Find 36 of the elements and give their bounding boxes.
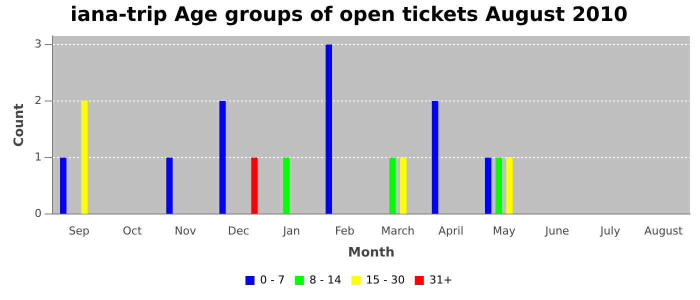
x-tick-label: June — [544, 224, 570, 238]
x-tick-label: Sep — [68, 224, 90, 238]
legend-label: 15 - 30 — [366, 273, 405, 286]
y-axis-title: Count — [12, 104, 28, 147]
y-tick-label: 3 — [34, 37, 42, 50]
bar — [400, 158, 406, 214]
x-tick-label: April — [438, 224, 464, 238]
x-tick-label: May — [492, 224, 516, 238]
chart-title: iana-trip Age groups of open tickets August 2010 — [70, 2, 628, 26]
bar — [432, 101, 438, 214]
y-tick-label: 0 — [34, 207, 42, 220]
bar — [166, 158, 173, 214]
bar — [326, 44, 332, 214]
x-axis-title: Month — [348, 246, 395, 261]
y-tick-label: 2 — [34, 94, 42, 107]
x-tick-label: Dec — [228, 224, 250, 238]
bar — [496, 158, 502, 214]
x-tick-label: July — [599, 224, 621, 238]
bar — [219, 101, 226, 214]
x-tick-label: Feb — [335, 224, 354, 238]
bar — [81, 101, 88, 214]
bar — [251, 158, 258, 214]
bar — [484, 158, 492, 214]
bar — [389, 158, 396, 214]
bar — [60, 158, 66, 214]
bar — [506, 158, 513, 214]
y-tick-label: 1 — [34, 150, 42, 164]
bar — [283, 158, 290, 214]
legend-label: 8 - 14 — [309, 273, 342, 286]
x-tick-label: March — [381, 224, 415, 238]
legend-label: 31+ — [429, 273, 453, 286]
x-tick-label: Nov — [174, 224, 197, 238]
x-tick-label: August — [644, 224, 684, 238]
legend-label: 0 - 7 — [260, 273, 285, 286]
x-tick-label: Oct — [122, 224, 142, 238]
x-tick-label: Jan — [282, 224, 300, 238]
